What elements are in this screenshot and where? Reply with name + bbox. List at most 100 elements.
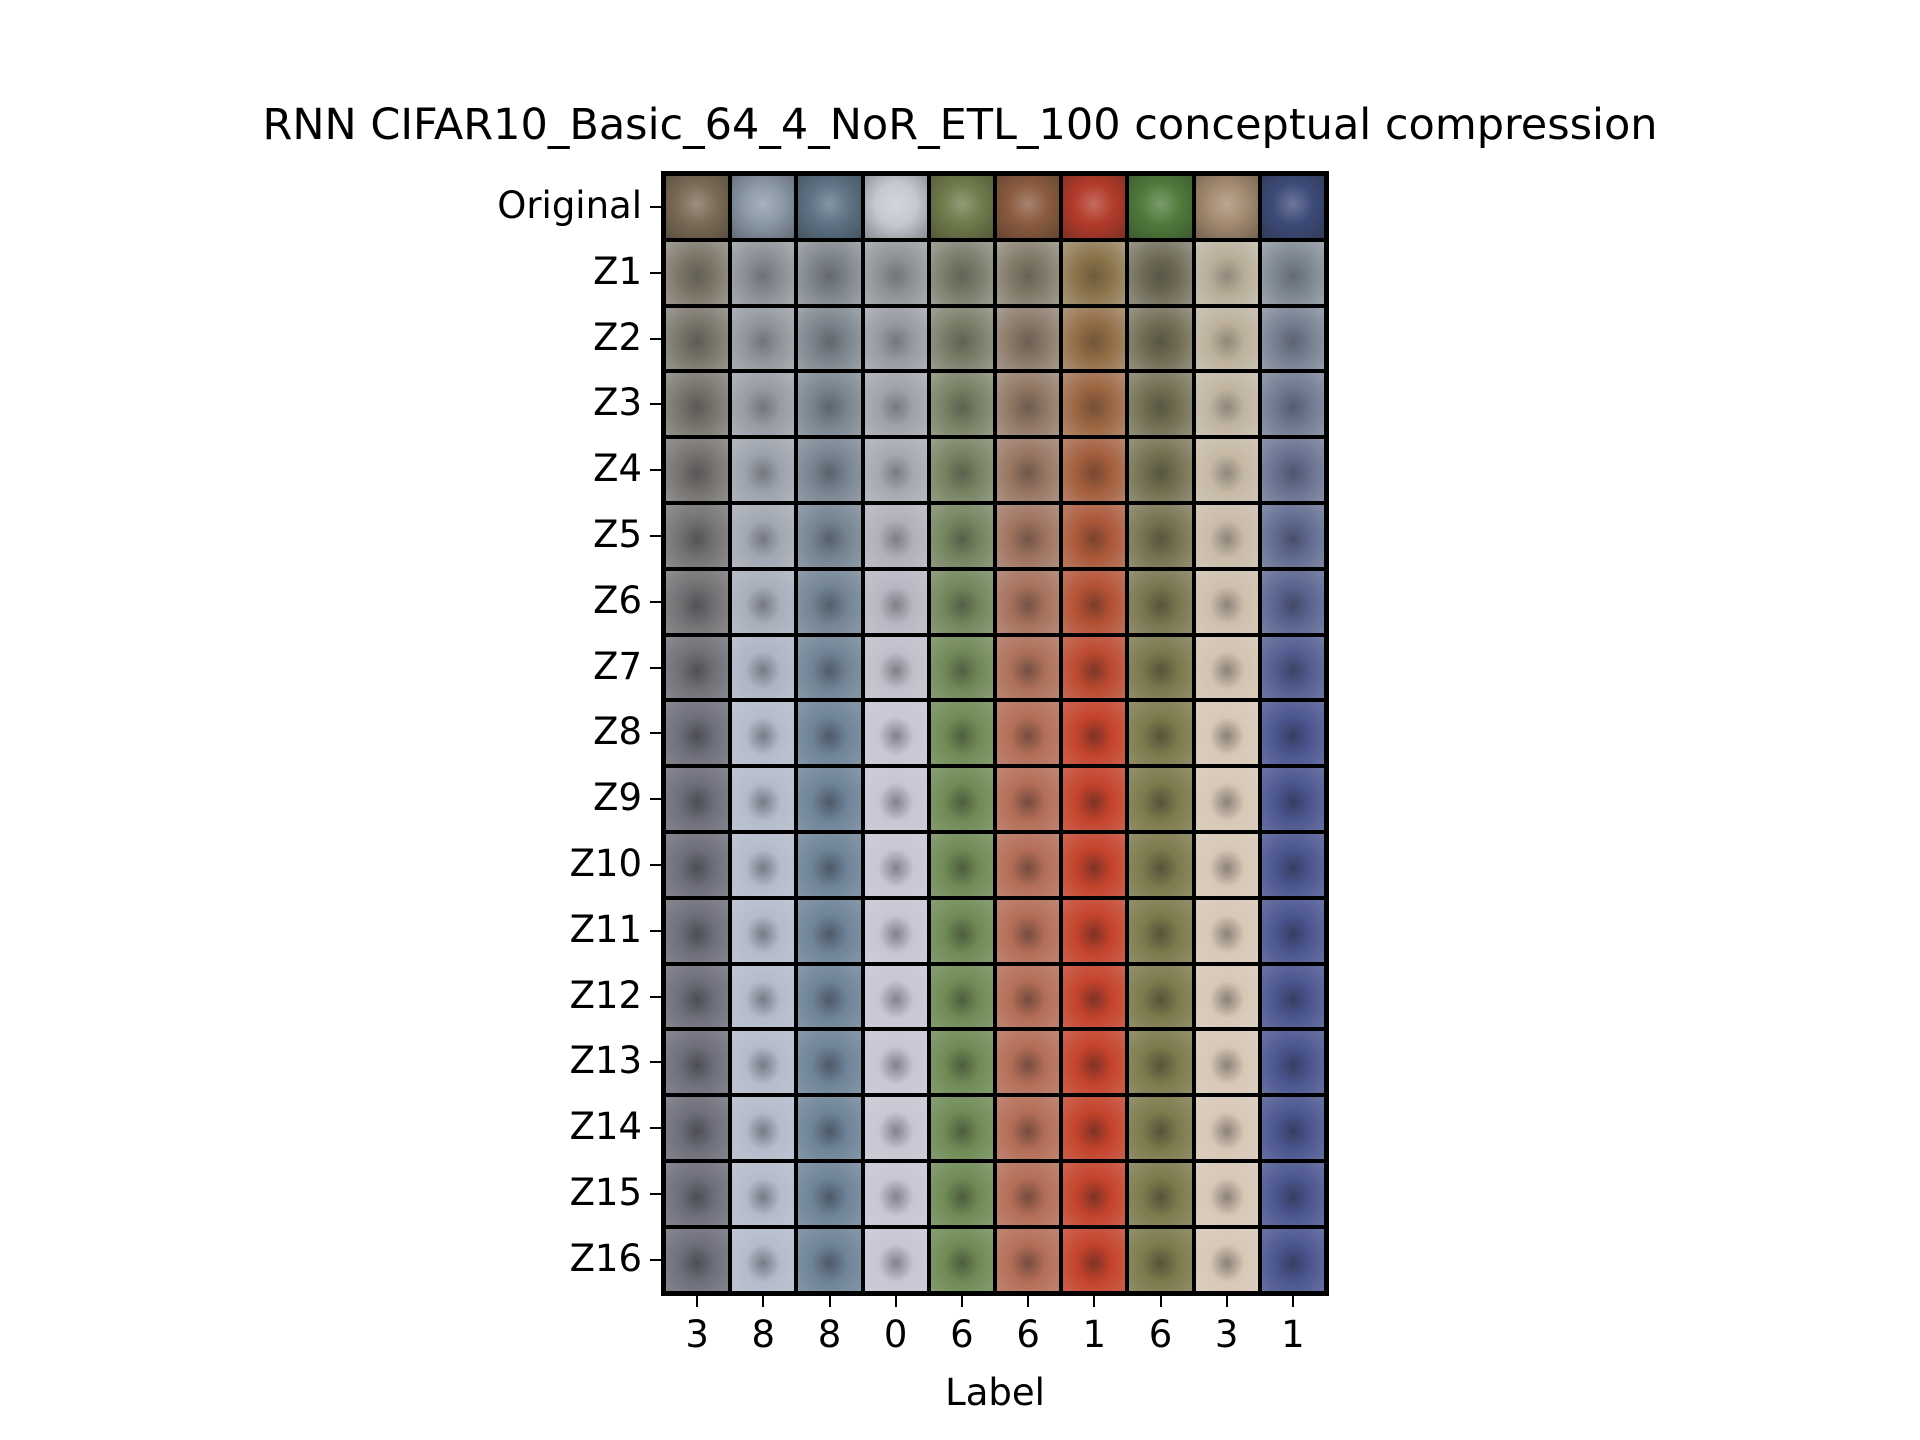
image-cell-r10-c3 (864, 834, 927, 896)
y-tick (650, 205, 662, 208)
image-cell-r6-c4 (930, 570, 993, 633)
row-label: Z11 (569, 907, 642, 951)
image-cell-r5-c1 (732, 505, 795, 567)
image-cell-r9-c5 (997, 768, 1060, 830)
image-cell-r4-c3 (864, 439, 927, 501)
image-cell-r8-c2 (798, 702, 861, 765)
row-label: Z14 (569, 1105, 642, 1149)
image-cell-r8-c8 (1195, 702, 1258, 765)
image-cell-r11-c6 (1063, 899, 1126, 962)
image-cell-r12-c2 (798, 965, 861, 1028)
y-tick (650, 995, 662, 998)
row-label: Z1 (593, 249, 642, 293)
image-cell-r1-c0 (666, 241, 729, 304)
image-cell-r12-c3 (864, 965, 927, 1028)
image-cell-r0-c0 (666, 176, 729, 238)
image-cell-r3-c2 (798, 373, 861, 436)
x-tick (696, 1294, 699, 1307)
image-cell-r6-c2 (798, 570, 861, 633)
image-cell-r0-c8 (1195, 176, 1258, 238)
image-cell-r15-c0 (666, 1163, 729, 1225)
row-label: Z4 (593, 447, 642, 491)
image-cell-r4-c5 (997, 439, 1060, 501)
image-cell-r4-c2 (798, 439, 861, 501)
row-label: Z6 (593, 578, 642, 622)
image-cell-r16-c5 (997, 1228, 1060, 1291)
image-cell-r10-c5 (997, 834, 1060, 896)
image-cell-r12-c6 (1063, 965, 1126, 1028)
image-cell-r5-c9 (1261, 505, 1324, 567)
image-cell-r7-c7 (1129, 636, 1192, 699)
column-label: 1 (1281, 1312, 1305, 1356)
row-label: Original (497, 183, 642, 227)
x-tick (762, 1294, 765, 1307)
image-cell-r3-c5 (997, 373, 1060, 436)
y-tick (650, 337, 662, 340)
image-cell-r7-c3 (864, 636, 927, 699)
image-cell-r14-c3 (864, 1097, 927, 1159)
image-cell-r12-c1 (732, 965, 795, 1028)
image-cell-r12-c8 (1195, 965, 1258, 1028)
image-cell-r16-c6 (1063, 1228, 1126, 1291)
image-cell-r4-c4 (930, 439, 993, 501)
image-cell-r8-c1 (732, 702, 795, 765)
column-label: 6 (1016, 1312, 1040, 1356)
x-tick (1225, 1294, 1228, 1307)
y-tick (650, 929, 662, 932)
image-cell-r4-c8 (1195, 439, 1258, 501)
image-cell-r3-c0 (666, 373, 729, 436)
image-cell-r0-c4 (930, 176, 993, 238)
image-cell-r2-c2 (798, 307, 861, 370)
image-cell-r3-c3 (864, 373, 927, 436)
image-cell-r9-c8 (1195, 768, 1258, 830)
image-cell-r9-c4 (930, 768, 993, 830)
image-cell-r16-c2 (798, 1228, 861, 1291)
x-tick (960, 1294, 963, 1307)
image-cell-r2-c3 (864, 307, 927, 370)
column-label: 6 (950, 1312, 974, 1356)
column-label: 6 (1148, 1312, 1173, 1356)
row-label: Z16 (569, 1236, 642, 1280)
image-cell-r15-c1 (732, 1163, 795, 1225)
image-cell-r0-c6 (1063, 176, 1126, 238)
y-tick (650, 403, 662, 406)
row-label: Z13 (569, 1039, 642, 1083)
image-cell-r4-c6 (1063, 439, 1126, 501)
column-label: 3 (685, 1312, 709, 1356)
image-cell-r9-c9 (1261, 768, 1324, 830)
image-cell-r2-c8 (1195, 307, 1258, 370)
image-cell-r15-c4 (930, 1163, 993, 1225)
row-label: Z2 (593, 315, 642, 359)
image-cell-r11-c3 (864, 899, 927, 962)
image-cell-r15-c6 (1063, 1163, 1126, 1225)
x-tick (1291, 1294, 1294, 1307)
image-cell-r8-c6 (1063, 702, 1126, 765)
image-cell-r3-c1 (732, 373, 795, 436)
image-cell-r14-c5 (997, 1097, 1060, 1159)
image-cell-r4-c7 (1129, 439, 1192, 501)
image-cell-r9-c2 (798, 768, 861, 830)
image-cell-r10-c9 (1261, 834, 1324, 896)
image-cell-r0-c2 (798, 176, 861, 238)
image-cell-r7-c8 (1195, 636, 1258, 699)
y-tick (650, 666, 662, 669)
image-cell-r2-c9 (1261, 307, 1324, 370)
image-cell-r10-c2 (798, 834, 861, 896)
image-cell-r10-c7 (1129, 834, 1192, 896)
image-cell-r1-c9 (1261, 241, 1324, 304)
image-cell-r1-c2 (798, 241, 861, 304)
x-tick (1159, 1294, 1162, 1307)
image-cell-r5-c3 (864, 505, 927, 567)
image-cell-r5-c4 (930, 505, 993, 567)
image-cell-r13-c5 (997, 1031, 1060, 1094)
image-cell-r16-c8 (1195, 1228, 1258, 1291)
image-cell-r8-c5 (997, 702, 1060, 765)
image-cell-r6-c8 (1195, 570, 1258, 633)
image-cell-r3-c7 (1129, 373, 1192, 436)
image-cell-r7-c4 (930, 636, 993, 699)
image-cell-r10-c4 (930, 834, 993, 896)
image-cell-r11-c7 (1129, 899, 1192, 962)
image-cell-r16-c0 (666, 1228, 729, 1291)
row-label: Z7 (593, 644, 642, 688)
